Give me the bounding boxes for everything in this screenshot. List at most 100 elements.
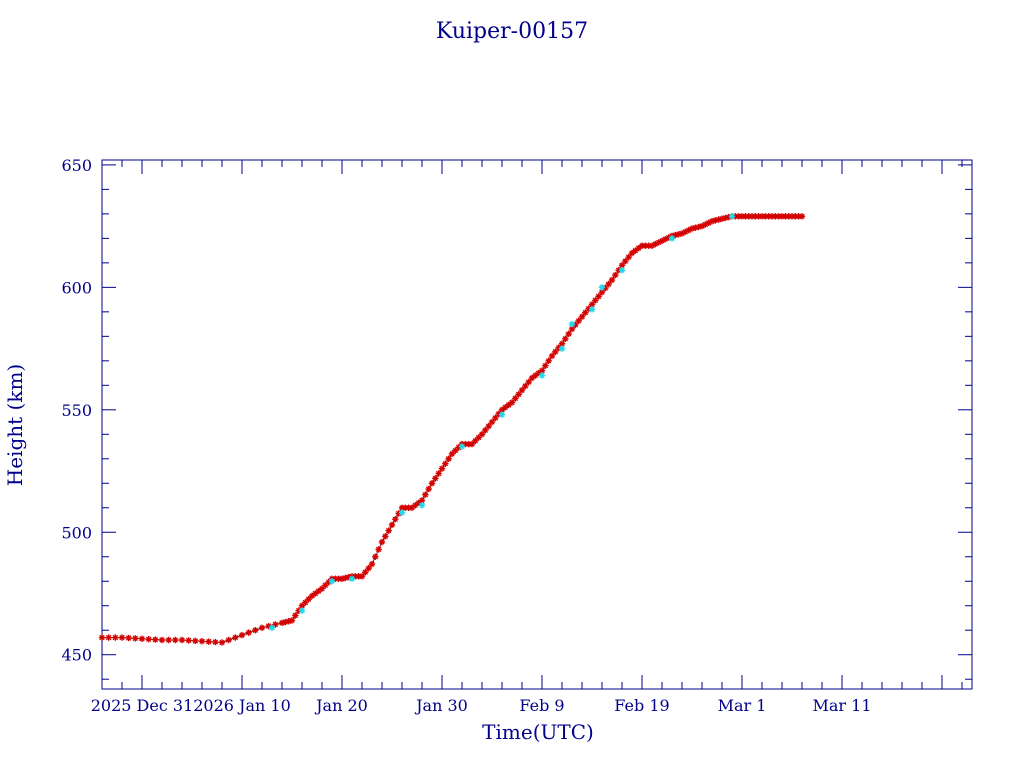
data-point	[588, 301, 596, 308]
data-point	[498, 411, 506, 418]
x-tick-label: Feb 9	[519, 696, 564, 715]
x-tick-label: Mar 1	[718, 696, 767, 715]
trajectory-line	[102, 215, 802, 644]
data-point	[118, 634, 126, 641]
x-tick-label: 2025 Dec 31	[91, 696, 194, 715]
data-point	[558, 345, 566, 352]
data-point	[565, 330, 572, 338]
x-tick-label: Jan 30	[414, 696, 468, 715]
chart-title: Kuiper-00157	[436, 19, 588, 44]
data-point	[588, 306, 596, 313]
data-point	[158, 636, 166, 644]
data-point	[178, 636, 186, 644]
data-point	[418, 502, 426, 509]
data-point	[452, 447, 459, 454]
data-point	[378, 538, 386, 546]
data-point	[348, 575, 356, 582]
y-tick-label: 450	[61, 646, 92, 665]
data-point	[435, 470, 442, 477]
data-point	[388, 521, 396, 529]
data-point	[538, 372, 546, 379]
data-point	[368, 560, 376, 568]
data-point	[192, 637, 199, 645]
data-point	[138, 635, 146, 642]
data-point	[398, 509, 406, 516]
data-point	[218, 639, 226, 646]
x-axis-label: Time(UTC)	[482, 720, 594, 744]
data-point	[562, 335, 569, 342]
data-point	[358, 573, 366, 580]
y-tick-label: 550	[61, 401, 92, 420]
x-tick-label: Feb 19	[614, 696, 669, 715]
data-point	[385, 527, 392, 534]
data-point	[418, 497, 426, 504]
data-point	[185, 637, 192, 644]
data-point	[548, 352, 556, 360]
x-tick-label: Jan 20	[314, 696, 368, 715]
y-tick-labels: 450 500 550 600 650	[61, 156, 92, 665]
data-point	[425, 485, 432, 493]
y-tick-label: 600	[61, 278, 92, 297]
data-point	[252, 627, 259, 634]
y-tick-label: 500	[61, 523, 92, 542]
data-point	[125, 634, 132, 642]
data-point	[798, 213, 806, 220]
data-point	[225, 636, 232, 644]
x-tick-label: Mar 11	[812, 696, 871, 715]
data-point	[535, 369, 542, 377]
data-point	[165, 636, 172, 644]
data-point	[105, 634, 112, 641]
data-point	[328, 578, 336, 585]
data-point	[598, 284, 606, 291]
data-point	[412, 502, 419, 509]
x-tick-labels: 2025 Dec 31 2026 Jan 10 Jan 20 Jan 30 Feb 9 F…	[91, 696, 872, 715]
data-point	[578, 313, 586, 320]
data-point	[315, 587, 322, 595]
data-point	[322, 582, 329, 589]
data-point	[258, 624, 266, 631]
series-line	[102, 215, 802, 644]
data-point	[145, 636, 152, 643]
data-point	[232, 634, 239, 641]
y-axis-label: Height (km)	[3, 364, 27, 486]
data-point	[538, 367, 546, 374]
y-tick-label: 650	[61, 156, 92, 175]
data-point	[428, 480, 436, 487]
data-point	[545, 357, 552, 365]
data-point	[245, 629, 252, 636]
data-point	[542, 362, 549, 369]
data-point	[212, 638, 219, 646]
data-point	[288, 617, 296, 624]
data-point	[728, 213, 736, 220]
data-point	[532, 372, 539, 379]
data-point	[238, 631, 246, 639]
data-point	[458, 443, 466, 450]
data-point	[292, 612, 299, 619]
data-point	[392, 515, 399, 523]
data-point	[442, 460, 449, 467]
data-point	[592, 297, 599, 304]
data-point	[172, 636, 179, 644]
axis-ticks	[102, 160, 972, 689]
data-point	[432, 475, 439, 482]
data-point	[618, 267, 626, 274]
data-point	[268, 624, 276, 631]
data-point	[132, 635, 139, 642]
data-point	[608, 276, 616, 284]
data-point	[612, 271, 619, 279]
data-point	[298, 607, 306, 614]
data-point	[375, 546, 382, 553]
data-point	[198, 638, 206, 645]
data-point	[98, 634, 106, 641]
data-points	[98, 213, 806, 646]
data-point	[272, 621, 279, 628]
data-point	[568, 320, 576, 328]
data-point	[112, 634, 119, 641]
data-point	[372, 553, 379, 560]
plot-frame	[101, 159, 973, 690]
data-point	[205, 638, 212, 645]
data-point	[438, 465, 446, 472]
data-point	[422, 491, 429, 498]
data-point	[382, 533, 389, 540]
